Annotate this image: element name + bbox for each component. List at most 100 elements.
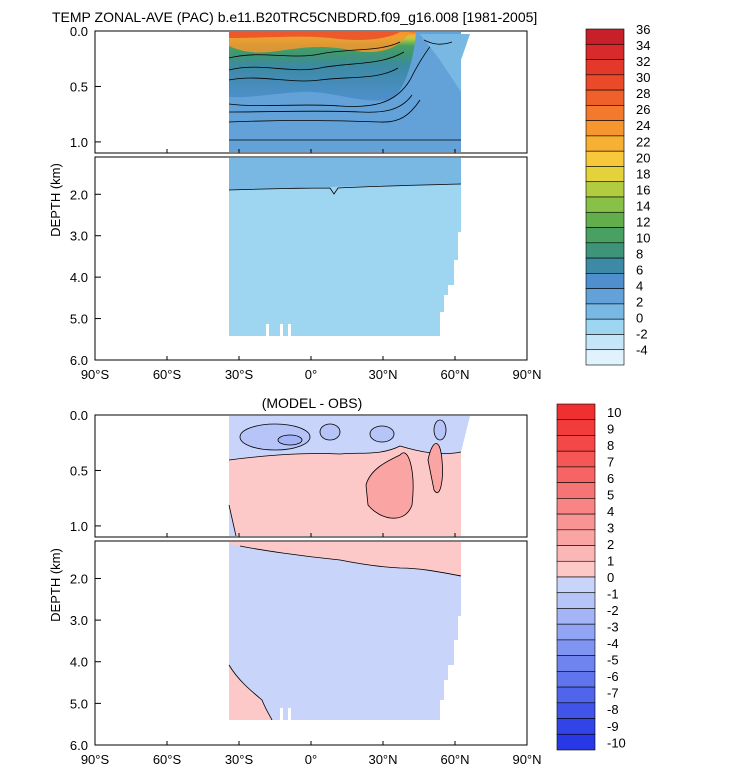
bottom-upper-contours (228, 416, 470, 537)
colorbar-swatch (556, 466, 596, 483)
y-tick-label: 4.0 (70, 270, 88, 285)
y-tick-label: 3.0 (70, 229, 88, 244)
colorbar-swatch (585, 303, 625, 320)
colorbar-swatch (585, 288, 625, 305)
y-tick-label: 0.5 (70, 79, 88, 94)
colorbar-label: -4 (636, 343, 648, 358)
top-hottest-surface (229, 32, 400, 40)
colorbar-label: 30 (636, 70, 650, 85)
top-upper-contours (228, 32, 470, 152)
colorbar-swatch (556, 435, 596, 452)
colorbar-label: 0 (636, 311, 643, 326)
colorbar-label: 0 (607, 570, 614, 585)
colorbar-label: 22 (636, 134, 650, 149)
x-tick-label: 90°N (512, 752, 541, 767)
colorbar-swatch (556, 671, 596, 688)
bottom-colorbar: 10 98 76 54 32 10 -1-2 -3-4 -5-6 -7-8 -9-10 (556, 403, 626, 751)
colorbar-swatch (585, 166, 625, 183)
colorbar-label: -2 (607, 603, 619, 618)
x-tick-label: 90°S (81, 752, 110, 767)
colorbar-label: 32 (636, 54, 650, 69)
colorbar-label: 6 (607, 471, 614, 486)
colorbar-swatch (585, 28, 625, 45)
colorbar-swatch (585, 59, 625, 76)
colorbar-label: 24 (636, 118, 650, 133)
y-tick-label: 3.0 (70, 613, 88, 628)
colorbar-swatch (556, 513, 596, 531)
colorbar-label: 20 (636, 150, 650, 165)
bottom-lower-contours (228, 542, 462, 721)
colorbar-swatch (585, 181, 625, 198)
colorbar-label: 26 (636, 102, 650, 117)
bottom-chart-title: (MODEL - OBS) (262, 395, 363, 411)
colorbar-swatch (585, 211, 625, 228)
colorbar-swatch (556, 686, 596, 704)
colorbar-swatch (585, 318, 625, 335)
x-tick-label: 30°N (368, 367, 397, 382)
x-tick-label: 60°S (153, 752, 182, 767)
colorbar-label: 12 (636, 214, 650, 229)
bottom-panel: (MODEL - OBS) 90°S 60°S 30°S 0° 3 0 (48, 395, 626, 767)
top-axes: 90°S 60°S 30°S 0° 30°N 60°N 90°N 0.0 0.5 1.0 2.0 3.… (70, 24, 542, 382)
colorbar-swatch (585, 89, 625, 106)
colorbar-swatch (556, 545, 596, 562)
y-tick-label: 0.0 (70, 24, 88, 39)
colorbar-label: -2 (636, 327, 648, 342)
colorbar-swatch (556, 655, 596, 672)
colorbar-label: -5 (607, 653, 619, 668)
colorbar-label: -6 (607, 669, 619, 684)
top-high-lat-cold (420, 34, 470, 92)
colorbar-label: -1 (607, 587, 619, 602)
colorbar-swatch (585, 273, 625, 289)
y-tick-label: 1.0 (70, 135, 88, 150)
colorbar-swatch (585, 74, 625, 91)
colorbar-label: 18 (636, 166, 650, 181)
colorbar-swatch (556, 702, 596, 719)
x-tick-label: 0° (305, 752, 317, 767)
y-tick-label: 5.0 (70, 312, 88, 327)
colorbar-label: 10 (636, 230, 650, 245)
colorbar-swatch (585, 334, 625, 351)
colorbar-swatch (556, 498, 596, 515)
bottom-lower-neg-fill (229, 542, 461, 720)
colorbar-swatch (585, 120, 625, 137)
colorbar-swatch (556, 403, 596, 421)
x-tick-label: 90°N (512, 367, 541, 382)
colorbar-label: 9 (607, 422, 614, 437)
y-tick-label: 2.0 (70, 571, 88, 586)
y-tick-label: 1.0 (70, 519, 88, 534)
top-lower-fill (229, 158, 461, 336)
colorbar-swatch (585, 135, 625, 152)
x-tick-label: 30°S (225, 367, 254, 382)
colorbar-label: 5 (607, 488, 614, 503)
colorbar-label: -8 (607, 702, 619, 717)
top-lower-upper-band (229, 158, 461, 190)
colorbar-label: 1 (607, 554, 614, 569)
colorbar-label: 2 (636, 295, 643, 310)
colorbar-swatch (556, 623, 596, 641)
colorbar-swatch (585, 105, 625, 121)
colorbar-label: 8 (636, 247, 643, 262)
bottom-y-axis-label: DEPTH (km) (48, 548, 63, 622)
colorbar-label: 10 (607, 405, 621, 420)
colorbar-swatch (556, 450, 596, 468)
colorbar-swatch (556, 419, 596, 436)
colorbar-swatch (556, 733, 596, 751)
colorbar-swatch (585, 43, 625, 60)
y-tick-label: 5.0 (70, 696, 88, 711)
colorbar-label: 28 (636, 86, 650, 101)
colorbar-label: -4 (607, 636, 619, 651)
x-tick-label: 60°N (440, 752, 469, 767)
colorbar-swatch (556, 639, 596, 656)
x-tick-label: 30°N (368, 752, 397, 767)
x-tick-label: 60°S (153, 367, 182, 382)
y-tick-label: 4.0 (70, 655, 88, 670)
bottom-axes: 90°S 60°S 30°S 0° 30°N 60°N 90°N 0.0 0.5 1.0 2.0 3.… (70, 408, 542, 767)
x-tick-label: 90°S (81, 367, 110, 382)
colorbar-swatch (556, 529, 596, 546)
colorbar-swatch (585, 242, 625, 259)
x-tick-label: 0° (305, 367, 317, 382)
colorbar-swatch (556, 576, 596, 594)
